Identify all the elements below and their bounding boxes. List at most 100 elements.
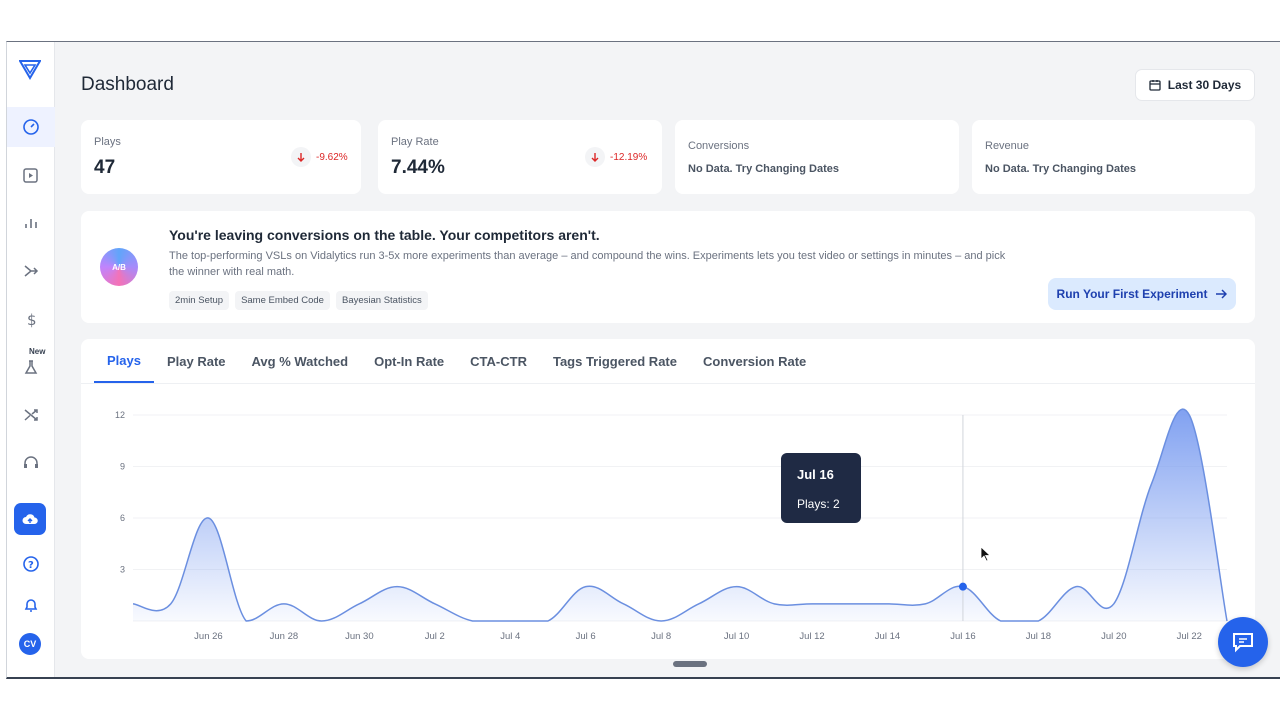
nav-analytics[interactable] — [7, 203, 55, 243]
date-range-button[interactable]: Last 30 Days — [1135, 69, 1255, 101]
metric-label: Play Rate — [391, 136, 439, 148]
nav-notifications[interactable] — [7, 585, 55, 625]
page-title: Dashboard — [81, 74, 174, 95]
x-tick-label: Jul 22 — [1177, 631, 1202, 642]
main-content: Dashboard Last 30 Days Plays 47 -9.62% P… — [55, 42, 1280, 677]
chart-tabs: Plays Play Rate Avg % Watched Opt-In Rat… — [94, 339, 819, 383]
y-tick-label: 6 — [120, 513, 125, 523]
shuffle-icon — [24, 409, 38, 421]
x-tick-label: Jul 10 — [724, 631, 749, 642]
upload-button[interactable] — [14, 503, 46, 535]
headset-icon — [24, 456, 38, 468]
series-line — [132, 408, 1228, 622]
x-tick-label: Jul 18 — [1026, 631, 1051, 642]
x-tick-label: Jul 20 — [1101, 631, 1126, 642]
metric-delta-value: -12.19% — [610, 151, 648, 163]
tooltip-date: Jul 16 — [797, 467, 834, 482]
metric-label: Conversions — [688, 140, 750, 152]
nav-experiments[interactable] — [7, 347, 55, 387]
nav-dashboard[interactable] — [7, 107, 55, 147]
x-tick-label: Jul 4 — [500, 631, 520, 642]
svg-text:$: $ — [27, 311, 37, 328]
x-tick-label: Jul 16 — [950, 631, 975, 642]
promo-tags: 2min Setup Same Embed Code Bayesian Stat… — [169, 291, 428, 310]
highlighted-point — [958, 582, 967, 591]
mouse-cursor-icon — [980, 546, 992, 562]
metric-delta-value: -9.62% — [316, 151, 348, 163]
vidalytics-logo-icon[interactable] — [19, 58, 41, 80]
date-range-label: Last 30 Days — [1167, 78, 1242, 92]
metric-empty-message: No Data. Try Changing Dates — [985, 163, 1136, 175]
tab-opt-in-rate[interactable]: Opt-In Rate — [374, 353, 445, 369]
metric-value: 7.44% — [391, 157, 445, 178]
help-icon: ? — [23, 556, 39, 572]
metric-value: 47 — [94, 157, 116, 178]
tab-conversion-rate[interactable]: Conversion Rate — [702, 353, 807, 369]
nav-videos[interactable] — [7, 155, 55, 195]
dollar-icon: $ — [27, 311, 37, 328]
nav-split-test[interactable] — [7, 395, 55, 435]
tooltip-value: Plays: 2 — [797, 497, 840, 511]
metric-card-revenue[interactable]: Revenue No Data. Try Changing Dates — [972, 120, 1255, 194]
metric-label: Revenue — [985, 140, 1030, 152]
promo-tag: Bayesian Statistics — [335, 291, 428, 310]
nav-support[interactable] — [7, 443, 55, 483]
tab-tags-triggered-rate[interactable]: Tags Triggered Rate — [552, 353, 677, 369]
metric-delta: -12.19% — [585, 147, 647, 167]
chart-tooltip: Jul 16 Plays: 2 — [781, 453, 861, 523]
chat-bubble-icon — [1233, 633, 1253, 653]
promo-text: The top-performing VSLs on Vidalytics ru… — [169, 250, 1006, 278]
metric-label: Plays — [94, 136, 121, 148]
run-experiment-button[interactable]: Run Your First Experiment — [1048, 278, 1236, 310]
x-tick-label: Jun 26 — [194, 631, 223, 642]
arrow-right-icon — [1216, 289, 1228, 299]
metric-card-play-rate[interactable]: Play Rate 7.44% -12.19% — [378, 120, 662, 194]
x-tick-label: Jun 30 — [345, 631, 374, 642]
calendar-icon — [1149, 80, 1161, 91]
tab-plays[interactable]: Plays — [94, 339, 154, 383]
app-window: $ New ? CV Dashboard Last 30 Days Plays — [6, 41, 1280, 679]
gauge-icon — [23, 119, 39, 135]
tab-divider — [81, 383, 1255, 384]
svg-text:?: ? — [28, 560, 34, 571]
bar-chart-icon — [25, 219, 37, 228]
nav-help[interactable]: ? — [7, 544, 55, 584]
metric-empty-message: No Data. Try Changing Dates — [688, 163, 839, 175]
series-area — [133, 409, 1227, 621]
sidebar: $ New ? CV — [7, 42, 55, 677]
y-tick-label: 3 — [120, 565, 125, 575]
tab-avg-watched[interactable]: Avg % Watched — [251, 353, 349, 369]
funnel-split-icon — [24, 265, 39, 277]
x-tick-label: Jun 28 — [270, 631, 299, 642]
x-tick-label: Jul 8 — [651, 631, 671, 642]
tab-cta-ctr[interactable]: CTA-CTR — [470, 353, 527, 369]
promo-title: You're leaving conversions on the table.… — [169, 227, 600, 243]
experiments-promo: A/B You're leaving conversions on the ta… — [81, 211, 1255, 323]
x-tick-label: Jul 12 — [799, 631, 824, 642]
chat-button[interactable] — [1218, 617, 1268, 667]
metric-delta: -9.62% — [291, 147, 348, 167]
avatar[interactable]: CV — [19, 633, 41, 655]
metric-card-conversions[interactable]: Conversions No Data. Try Changing Dates — [675, 120, 959, 194]
run-experiment-label: Run Your First Experiment — [1056, 287, 1208, 301]
x-tick-label: Jul 14 — [875, 631, 900, 642]
arrow-down-icon — [585, 147, 605, 167]
flask-icon — [24, 360, 38, 374]
x-tick-label: Jul 6 — [576, 631, 596, 642]
x-tick-label: Jul 2 — [425, 631, 445, 642]
tab-play-rate[interactable]: Play Rate — [166, 353, 226, 369]
promo-tag: Same Embed Code — [235, 291, 330, 310]
chart-card: Plays Play Rate Avg % Watched Opt-In Rat… — [81, 339, 1255, 659]
nav-funnels[interactable] — [7, 251, 55, 291]
video-library-icon — [23, 168, 38, 183]
new-badge: New — [29, 347, 46, 356]
bell-icon — [24, 599, 38, 612]
promo-tag: 2min Setup — [169, 291, 230, 310]
ab-test-icon: A/B — [100, 248, 138, 286]
nav-revenue[interactable]: $ — [7, 299, 55, 339]
plays-chart[interactable]: 3 6 9 12 Jun 26 Jun 28 Jun 30 Jul 2 Jul 4 Jul 6 Ju… — [81, 339, 1255, 659]
scroll-handle[interactable] — [673, 661, 707, 667]
cloud-upload-icon — [22, 514, 38, 524]
arrow-down-icon — [291, 147, 311, 167]
metric-card-plays[interactable]: Plays 47 -9.62% — [81, 120, 361, 194]
